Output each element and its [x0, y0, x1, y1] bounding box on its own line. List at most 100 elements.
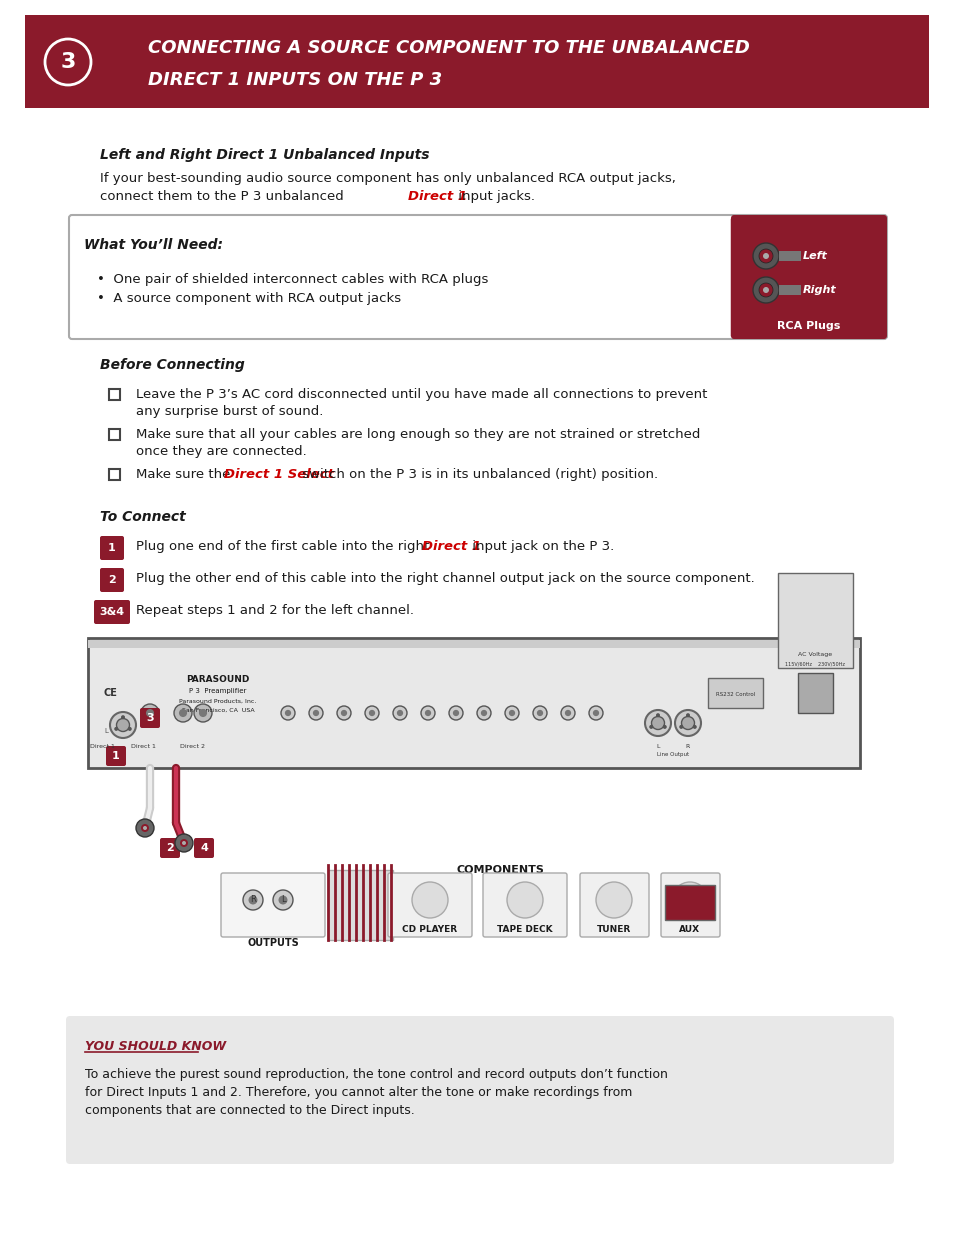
Text: DIRECT 1 INPUTS ON THE P 3: DIRECT 1 INPUTS ON THE P 3: [148, 70, 441, 89]
Circle shape: [762, 253, 768, 259]
Circle shape: [199, 709, 207, 718]
Circle shape: [248, 895, 257, 904]
Circle shape: [174, 834, 193, 852]
Circle shape: [656, 713, 659, 718]
Circle shape: [396, 710, 403, 716]
FancyBboxPatch shape: [140, 708, 160, 727]
Circle shape: [424, 710, 431, 716]
Text: AC Voltage: AC Voltage: [797, 652, 831, 657]
Circle shape: [393, 706, 407, 720]
Circle shape: [143, 826, 147, 830]
Circle shape: [759, 249, 772, 263]
Text: Repeat steps 1 and 2 for the left channel.: Repeat steps 1 and 2 for the left channe…: [136, 604, 414, 618]
Text: any surprise burst of sound.: any surprise burst of sound.: [136, 405, 323, 417]
FancyBboxPatch shape: [100, 568, 124, 592]
Circle shape: [173, 704, 192, 722]
Circle shape: [453, 710, 458, 716]
Bar: [779, 285, 801, 295]
Circle shape: [506, 882, 542, 918]
Text: San Francisco, CA  USA: San Francisco, CA USA: [181, 708, 254, 713]
Bar: [779, 251, 801, 261]
Text: connect them to the P 3 unbalanced: connect them to the P 3 unbalanced: [100, 190, 348, 203]
Text: TUNER: TUNER: [597, 925, 631, 934]
Circle shape: [420, 706, 435, 720]
Text: Right: Right: [802, 285, 836, 295]
Circle shape: [313, 710, 319, 716]
Text: CONNECTING A SOURCE COMPONENT TO THE UNBALANCED: CONNECTING A SOURCE COMPONENT TO THE UNB…: [148, 40, 749, 57]
Text: P 3  Preamplifier: P 3 Preamplifier: [189, 688, 247, 694]
Circle shape: [649, 725, 653, 729]
Text: TAPE DECK: TAPE DECK: [497, 925, 552, 934]
Text: RCA Plugs: RCA Plugs: [777, 321, 840, 331]
Circle shape: [278, 895, 287, 904]
Text: Direct 1: Direct 1: [408, 190, 467, 203]
Circle shape: [476, 706, 491, 720]
Circle shape: [141, 824, 149, 832]
Text: CE: CE: [103, 688, 117, 698]
Bar: [88, 638, 859, 768]
Bar: [707, 678, 762, 708]
Circle shape: [309, 706, 323, 720]
Circle shape: [281, 706, 294, 720]
Circle shape: [136, 819, 153, 837]
Text: 3&4: 3&4: [99, 606, 125, 618]
Circle shape: [285, 710, 291, 716]
Circle shape: [759, 283, 772, 296]
Text: COMPONENTS: COMPONENTS: [456, 864, 543, 876]
Bar: [109, 468, 119, 479]
Text: To achieve the purest sound reproduction, the tone control and record outputs do: To achieve the purest sound reproduction…: [85, 1068, 667, 1081]
Text: Direct 1: Direct 1: [90, 743, 114, 748]
Text: 2: 2: [166, 844, 173, 853]
FancyBboxPatch shape: [221, 873, 325, 937]
Text: •  One pair of shielded interconnect cables with RCA plugs: • One pair of shielded interconnect cabl…: [97, 273, 488, 287]
Circle shape: [449, 706, 462, 720]
Circle shape: [369, 710, 375, 716]
Text: •  A source component with RCA output jacks: • A source component with RCA output jac…: [97, 291, 400, 305]
Circle shape: [114, 727, 118, 731]
Circle shape: [412, 882, 448, 918]
Circle shape: [533, 706, 546, 720]
Text: components that are connected to the Direct inputs.: components that are connected to the Dir…: [85, 1104, 415, 1116]
Text: Line Output: Line Output: [657, 752, 688, 757]
Circle shape: [180, 839, 188, 847]
Bar: [109, 389, 119, 399]
Circle shape: [336, 706, 351, 720]
Circle shape: [662, 725, 666, 729]
Text: CD PLAYER: CD PLAYER: [402, 925, 457, 934]
Bar: [109, 429, 119, 440]
Text: Plug one end of the first cable into the right: Plug one end of the first cable into the…: [136, 540, 433, 553]
Circle shape: [128, 727, 132, 731]
Text: L: L: [104, 727, 108, 734]
Text: once they are connected.: once they are connected.: [136, 445, 307, 458]
FancyBboxPatch shape: [579, 873, 648, 937]
Circle shape: [680, 716, 694, 730]
Circle shape: [179, 709, 187, 718]
FancyBboxPatch shape: [388, 873, 472, 937]
Circle shape: [116, 719, 130, 731]
Text: Direct 1: Direct 1: [131, 743, 155, 748]
FancyBboxPatch shape: [66, 1016, 893, 1165]
Text: L: L: [656, 743, 659, 748]
Circle shape: [110, 713, 136, 739]
Text: 2: 2: [108, 576, 115, 585]
Text: Direct 1 Select: Direct 1 Select: [224, 468, 334, 480]
Text: What You’ll Need:: What You’ll Need:: [84, 238, 223, 252]
Circle shape: [182, 841, 186, 845]
Circle shape: [121, 715, 125, 719]
Text: Plug the other end of this cable into the right channel output jack on the sourc: Plug the other end of this cable into th…: [136, 572, 754, 585]
Bar: [664, 885, 714, 920]
Bar: [328, 869, 393, 940]
Circle shape: [141, 704, 159, 722]
Text: OUTPUTS: OUTPUTS: [247, 939, 298, 948]
Text: RS232 Control: RS232 Control: [716, 692, 755, 697]
Text: 115V/60Hz    230V/50Hz: 115V/60Hz 230V/50Hz: [784, 662, 844, 667]
Circle shape: [146, 709, 153, 718]
Circle shape: [762, 287, 768, 293]
Circle shape: [365, 706, 378, 720]
Circle shape: [685, 713, 689, 718]
Text: Make sure the: Make sure the: [136, 468, 234, 480]
Circle shape: [679, 725, 682, 729]
Text: AUX: AUX: [679, 925, 700, 934]
Text: 1: 1: [112, 751, 120, 761]
FancyBboxPatch shape: [482, 873, 566, 937]
